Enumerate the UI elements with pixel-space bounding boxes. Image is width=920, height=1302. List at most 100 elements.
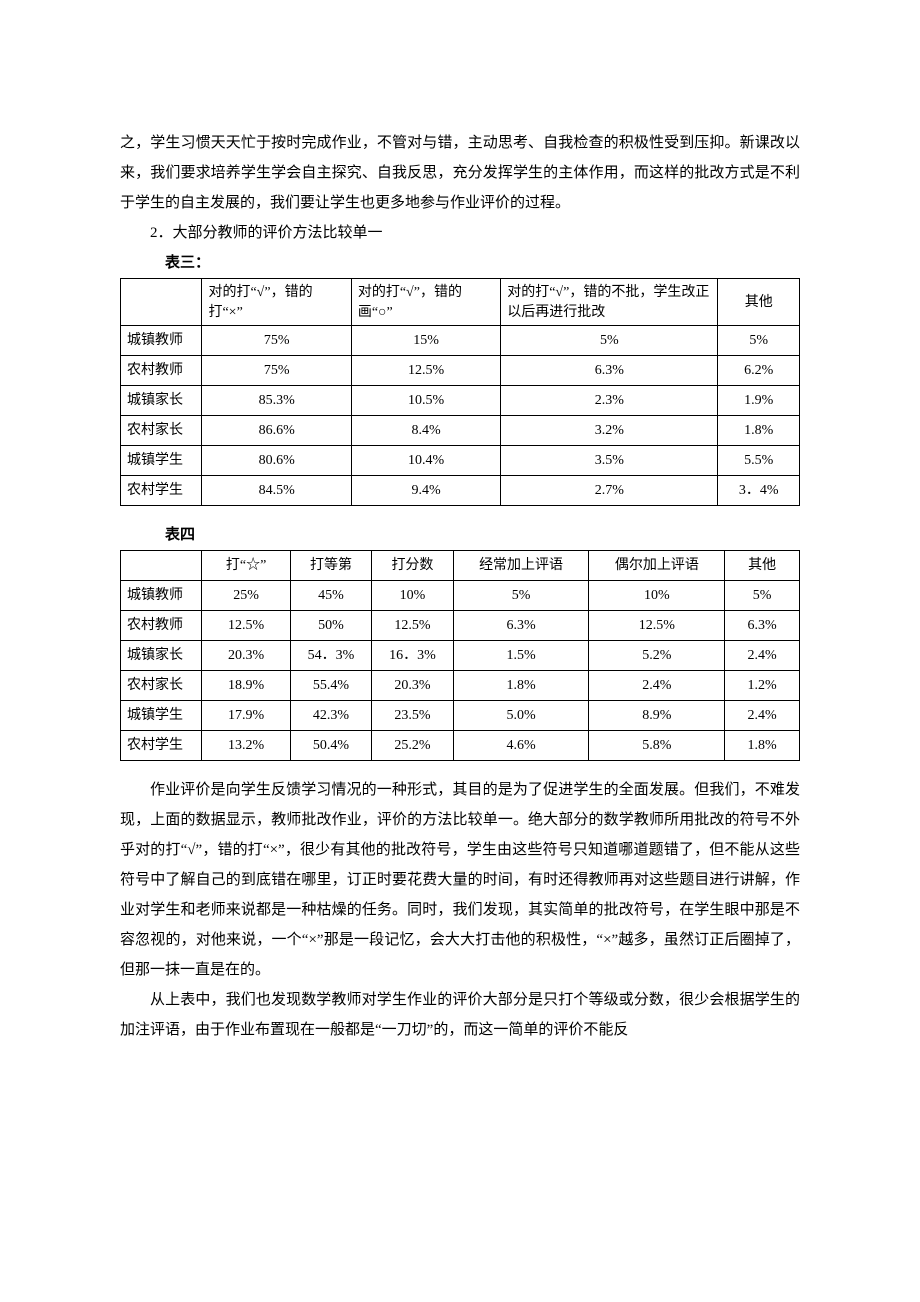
cell: 2.3% [501, 386, 718, 416]
intro-paragraph: 之，学生习惯天天忙于按时完成作业，不管对与错，主动思考、自我检查的积极性受到压抑… [120, 128, 800, 218]
row-label: 城镇教师 [121, 581, 202, 611]
table3-h1: 对的打“√”，错的打“×” [202, 279, 351, 326]
cell: 17.9% [202, 701, 290, 731]
row-label: 农村家长 [121, 671, 202, 701]
cell: 2.7% [501, 476, 718, 506]
cell: 1.5% [453, 641, 589, 671]
cell: 6.3% [501, 356, 718, 386]
section-heading-2: 2．大部分教师的评价方法比较单一 [120, 218, 800, 248]
table3-h0 [121, 279, 202, 326]
document-page: 之，学生习惯天天忙于按时完成作业，不管对与错，主动思考、自我检查的积极性受到压抑… [0, 0, 920, 1125]
row-label: 城镇学生 [121, 446, 202, 476]
row-label: 城镇学生 [121, 701, 202, 731]
table4-h1: 打“☆” [202, 551, 290, 581]
cell: 5% [453, 581, 589, 611]
cell: 25% [202, 581, 290, 611]
cell: 12.5% [351, 356, 500, 386]
table-three: 对的打“√”，错的打“×” 对的打“√”，错的画“○” 对的打“√”，错的不批，… [120, 278, 800, 506]
cell: 10.5% [351, 386, 500, 416]
table4-h0 [121, 551, 202, 581]
cell: 50% [290, 611, 371, 641]
cell: 5.5% [718, 446, 800, 476]
cell: 2.4% [725, 701, 800, 731]
cell: 16．3% [372, 641, 453, 671]
cell: 3.2% [501, 416, 718, 446]
cell: 12.5% [589, 611, 725, 641]
table-row: 农村教师 12.5% 50% 12.5% 6.3% 12.5% 6.3% [121, 611, 800, 641]
cell: 5.0% [453, 701, 589, 731]
cell: 1.8% [725, 731, 800, 761]
cell: 10.4% [351, 446, 500, 476]
row-label: 农村家长 [121, 416, 202, 446]
table-row: 城镇家长 85.3% 10.5% 2.3% 1.9% [121, 386, 800, 416]
cell: 55.4% [290, 671, 371, 701]
row-label: 城镇教师 [121, 326, 202, 356]
table-row: 农村家长 86.6% 8.4% 3.2% 1.8% [121, 416, 800, 446]
row-label: 农村学生 [121, 476, 202, 506]
cell: 6.2% [718, 356, 800, 386]
table4-h5: 偶尔加上评语 [589, 551, 725, 581]
row-label: 城镇家长 [121, 641, 202, 671]
cell: 3．4% [718, 476, 800, 506]
table4-h2: 打等第 [290, 551, 371, 581]
table3-h2: 对的打“√”，错的画“○” [351, 279, 500, 326]
cell: 84.5% [202, 476, 351, 506]
table-row: 农村学生 84.5% 9.4% 2.7% 3．4% [121, 476, 800, 506]
cell: 12.5% [372, 611, 453, 641]
row-label: 农村教师 [121, 356, 202, 386]
table4-header-row: 打“☆” 打等第 打分数 经常加上评语 偶尔加上评语 其他 [121, 551, 800, 581]
row-label: 城镇家长 [121, 386, 202, 416]
cell: 3.5% [501, 446, 718, 476]
cell: 1.9% [718, 386, 800, 416]
cell: 13.2% [202, 731, 290, 761]
cell: 6.3% [725, 611, 800, 641]
table-row: 城镇学生 80.6% 10.4% 3.5% 5.5% [121, 446, 800, 476]
cell: 42.3% [290, 701, 371, 731]
table-row: 城镇教师 25% 45% 10% 5% 10% 5% [121, 581, 800, 611]
body-paragraph-1: 作业评价是向学生反馈学习情况的一种形式，其目的是为了促进学生的全面发展。但我们，… [120, 775, 800, 985]
cell: 20.3% [372, 671, 453, 701]
cell: 45% [290, 581, 371, 611]
cell: 8.9% [589, 701, 725, 731]
table4-h4: 经常加上评语 [453, 551, 589, 581]
table-row: 城镇教师 75% 15% 5% 5% [121, 326, 800, 356]
cell: 8.4% [351, 416, 500, 446]
cell: 6.3% [453, 611, 589, 641]
cell: 54．3% [290, 641, 371, 671]
cell: 9.4% [351, 476, 500, 506]
table-row: 农村教师 75% 12.5% 6.3% 6.2% [121, 356, 800, 386]
cell: 20.3% [202, 641, 290, 671]
cell: 5.8% [589, 731, 725, 761]
cell: 1.8% [453, 671, 589, 701]
table3-h4: 其他 [718, 279, 800, 326]
cell: 2.4% [725, 641, 800, 671]
row-label: 农村教师 [121, 611, 202, 641]
table4-h3: 打分数 [372, 551, 453, 581]
cell: 15% [351, 326, 500, 356]
cell: 5% [501, 326, 718, 356]
cell: 5.2% [589, 641, 725, 671]
table-row: 农村学生 13.2% 50.4% 25.2% 4.6% 5.8% 1.8% [121, 731, 800, 761]
cell: 75% [202, 326, 351, 356]
cell: 86.6% [202, 416, 351, 446]
row-label: 农村学生 [121, 731, 202, 761]
cell: 5% [718, 326, 800, 356]
table3-header-row: 对的打“√”，错的打“×” 对的打“√”，错的画“○” 对的打“√”，错的不批，… [121, 279, 800, 326]
body-paragraph-2: 从上表中，我们也发现数学教师对学生作业的评价大部分是只打个等级或分数，很少会根据… [120, 985, 800, 1045]
table-row: 城镇家长 20.3% 54．3% 16．3% 1.5% 5.2% 2.4% [121, 641, 800, 671]
cell: 1.8% [718, 416, 800, 446]
cell: 18.9% [202, 671, 290, 701]
cell: 23.5% [372, 701, 453, 731]
table-four: 打“☆” 打等第 打分数 经常加上评语 偶尔加上评语 其他 城镇教师 25% 4… [120, 550, 800, 761]
cell: 85.3% [202, 386, 351, 416]
cell: 50.4% [290, 731, 371, 761]
table-row: 城镇学生 17.9% 42.3% 23.5% 5.0% 8.9% 2.4% [121, 701, 800, 731]
cell: 2.4% [589, 671, 725, 701]
table3-label: 表三： [120, 248, 800, 278]
table4-h6: 其他 [725, 551, 800, 581]
cell: 80.6% [202, 446, 351, 476]
cell: 4.6% [453, 731, 589, 761]
table4-label: 表四 [120, 520, 800, 550]
cell: 25.2% [372, 731, 453, 761]
table3-h3: 对的打“√”，错的不批，学生改正以后再进行批改 [501, 279, 718, 326]
